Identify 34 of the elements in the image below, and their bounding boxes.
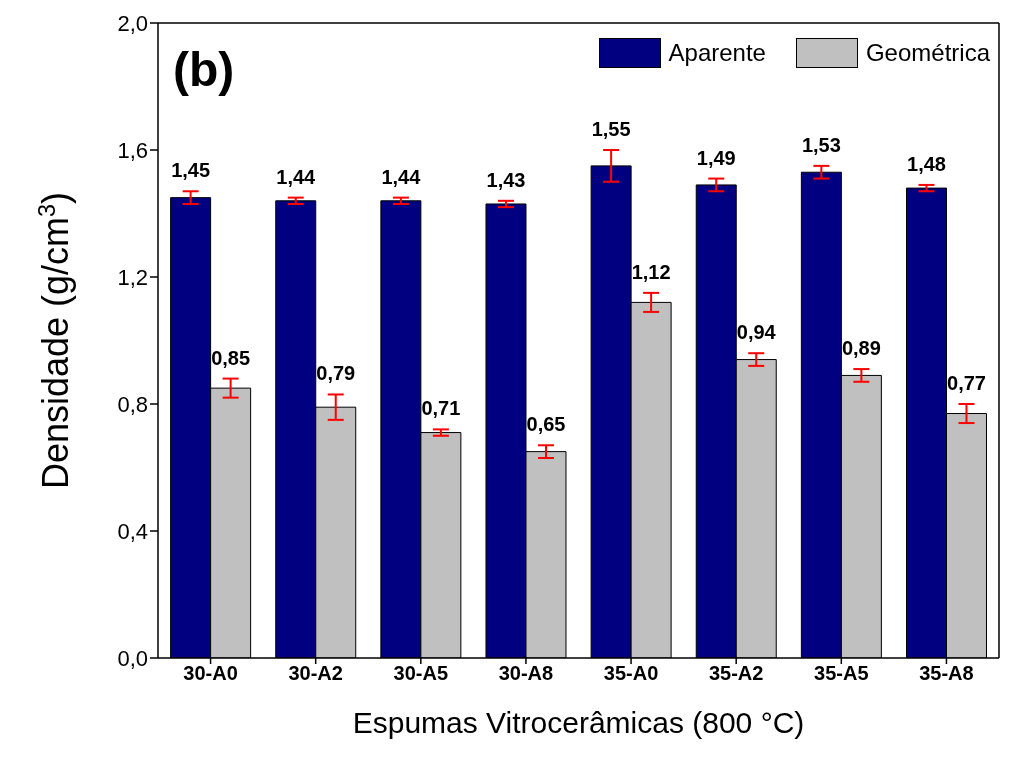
data-label: 1,55 (591, 118, 631, 140)
x-tick-label: 35-A8 (919, 662, 974, 685)
data-label: 0,71 (421, 397, 461, 420)
data-label: 1,48 (907, 152, 946, 175)
data-label: 0,65 (526, 413, 566, 436)
y-tick-label: 1,2 (117, 264, 148, 290)
data-label: 0,77 (947, 372, 986, 394)
x-tick-label: 35-A5 (814, 662, 869, 685)
data-label: 0,89 (841, 337, 881, 360)
x-tick-label: 30-A2 (288, 662, 343, 685)
x-axis-title: Espumas Vitrocerâmicas (800 °C) (352, 706, 805, 739)
y-tick-label: 0,0 (117, 645, 148, 671)
data-label: 1,44 (276, 165, 317, 188)
data-label: 1,44 (381, 165, 422, 188)
data-label: 1,49 (696, 146, 736, 169)
data-label: 1,43 (486, 168, 526, 191)
x-tick-label: 35-A0 (603, 662, 659, 685)
data-label: 1,12 (631, 260, 671, 283)
annotation: (b) (173, 42, 235, 97)
data-label: 0,85 (211, 346, 251, 369)
x-tick-label: 30-A8 (498, 662, 554, 685)
y-tick-label: 0,8 (117, 391, 148, 417)
y-tick-label: 1,6 (117, 137, 148, 163)
x-tick-label: 35-A2 (708, 662, 764, 685)
data-label: 1,45 (171, 159, 211, 182)
x-tick-label: 30-A5 (393, 662, 449, 685)
y-tick-label: 0,4 (117, 518, 148, 544)
y-tick-label: 2,0 (117, 10, 148, 36)
legend-label: Geométrica (865, 39, 990, 67)
data-label: 1,53 (801, 133, 841, 156)
x-tick-label: 30-A0 (183, 662, 238, 685)
legend-label: Aparente (668, 39, 766, 67)
data-label: 0,94 (736, 321, 777, 344)
data-label: 0,79 (316, 362, 356, 385)
